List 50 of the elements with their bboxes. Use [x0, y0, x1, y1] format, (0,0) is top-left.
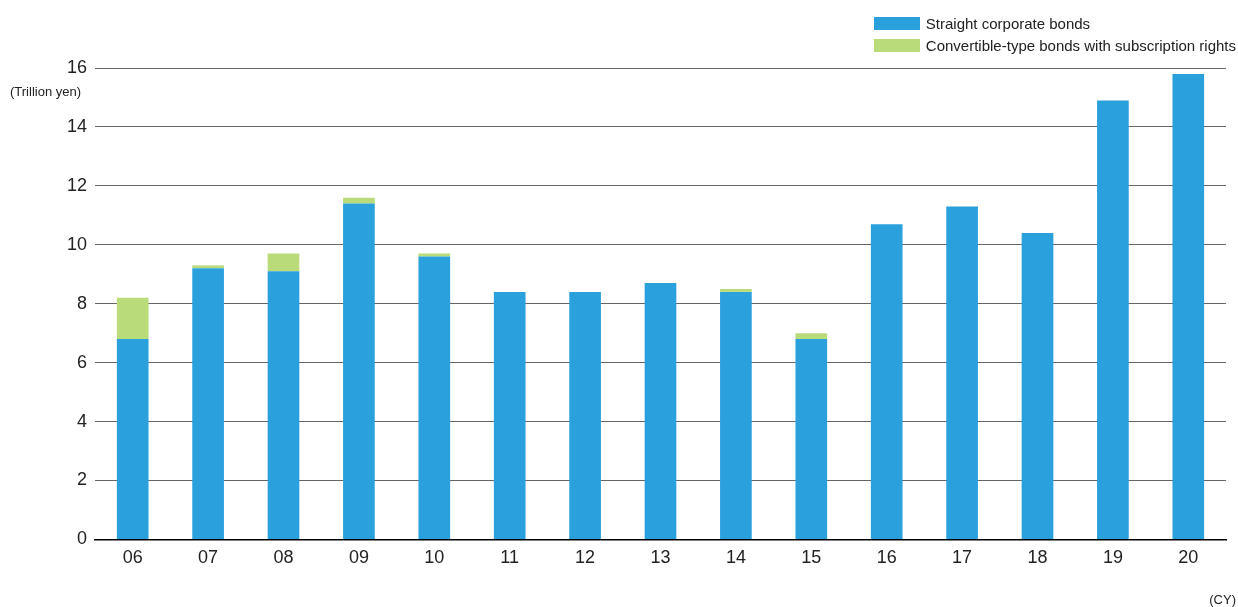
x-axis-title: (CY): [1209, 592, 1236, 607]
x-tick-label: 09: [348, 547, 369, 568]
bar: [1097, 100, 1129, 539]
bar: [870, 224, 903, 539]
bar: [644, 283, 677, 539]
x-tick-label: 19: [1102, 547, 1123, 568]
bar: [946, 206, 978, 539]
x-tick-label: 17: [952, 547, 973, 568]
bar: [1172, 73, 1205, 539]
bar: [493, 291, 526, 539]
bar: [267, 253, 300, 272]
bar: [418, 256, 451, 539]
x-tick-label: 06: [122, 547, 143, 568]
legend-label: Convertible-type bonds with subscription rights: [925, 36, 1236, 54]
bar: [795, 339, 828, 539]
x-tick-label: 18: [1027, 547, 1048, 568]
x-tick-label: 15: [801, 547, 822, 568]
bar: [569, 291, 601, 539]
bar: [418, 253, 451, 257]
y-tick-label: 12: [66, 174, 87, 195]
bar: [720, 291, 752, 539]
y-tick-label: 4: [76, 410, 87, 431]
x-tick-label: 12: [575, 547, 596, 568]
x-tick-label: 20: [1178, 547, 1199, 568]
bar: [192, 268, 224, 539]
y-axis-title: (Trillion yen): [10, 84, 82, 99]
x-tick-label: 13: [650, 547, 671, 568]
x-tick-label: 08: [273, 547, 294, 568]
y-tick-label: 8: [76, 292, 87, 313]
y-tick-label: 10: [66, 233, 87, 254]
bar: [1021, 232, 1054, 539]
bar: [192, 265, 224, 269]
x-tick-label: 11: [500, 547, 520, 568]
x-tick-label: 07: [198, 547, 219, 568]
bar: [116, 339, 149, 539]
y-tick-label: 0: [76, 528, 87, 549]
y-tick-label: 6: [76, 351, 87, 372]
legend-label: Straight corporate bonds: [925, 14, 1091, 32]
y-tick-label: 14: [66, 115, 87, 136]
bar: [343, 197, 375, 204]
y-tick-label: 2: [76, 469, 87, 490]
x-tick-label: 10: [424, 547, 445, 568]
bar: [343, 203, 375, 539]
x-tick-label: 16: [876, 547, 897, 568]
bar: [267, 271, 300, 539]
bar: [795, 333, 828, 340]
bar: [720, 288, 752, 292]
x-tick-label: 14: [725, 547, 746, 568]
y-tick-label: 16: [66, 56, 87, 77]
bar: [116, 297, 149, 340]
